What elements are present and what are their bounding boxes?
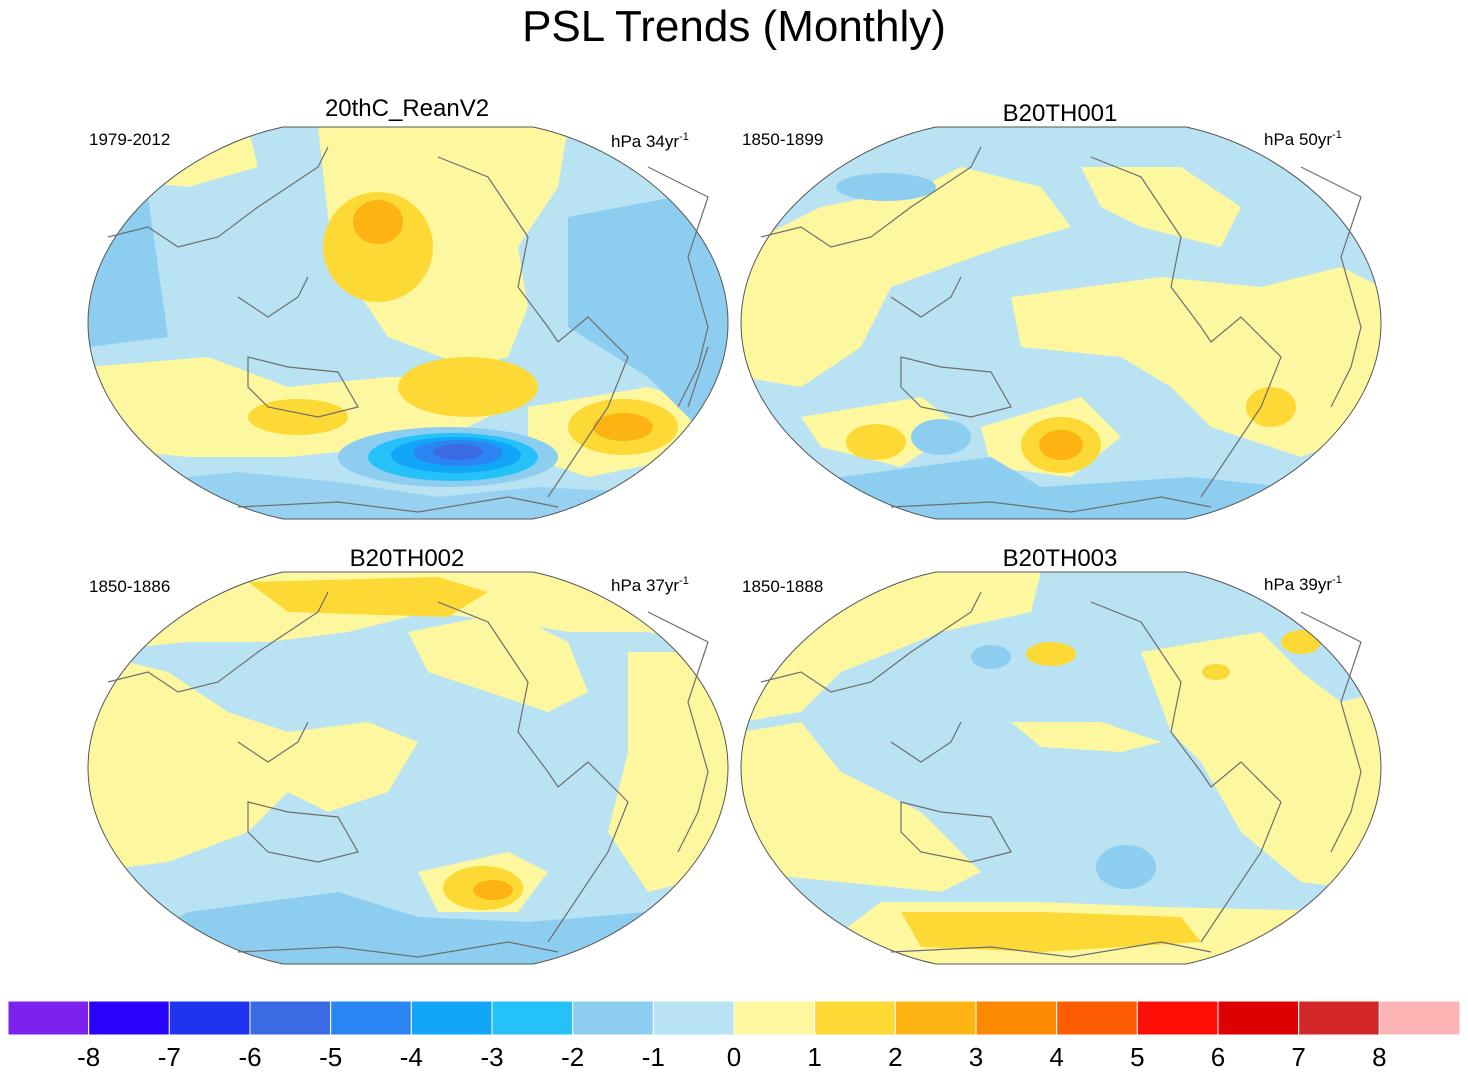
colorbar-tick-label: -6 [238, 1042, 261, 1072]
colorbar-box [652, 1000, 735, 1036]
colorbar-box [168, 1000, 251, 1036]
chart-title: PSL Trends (Monthly) [522, 2, 946, 51]
panel-3-map [87, 571, 729, 965]
panel-1-units: hPa 34yr-1 [611, 131, 689, 151]
panel-4-title: B20TH003 [1002, 545, 1118, 572]
colorbar-box [1056, 1000, 1138, 1036]
colorbar-box [894, 1000, 977, 1036]
panel-3-period: 1850-1886 [89, 577, 171, 596]
colorbar-box [733, 1000, 816, 1036]
colorbar-box [88, 1000, 170, 1036]
panel-4-map [740, 571, 1382, 965]
panel-2-title: B20TH001 [1002, 100, 1118, 127]
colorbar-tick-label: 0 [727, 1042, 741, 1072]
colorbar-tick-label: 2 [888, 1042, 902, 1072]
panel-2-period: 1850-1899 [742, 130, 824, 149]
panel-1-title: 20thC_ReanV2 [324, 95, 490, 122]
colorbar-box [491, 1000, 574, 1036]
colorbar-box [1217, 1000, 1300, 1036]
colorbar-tick-label: 5 [1130, 1042, 1144, 1072]
panel-2-map [740, 126, 1382, 520]
colorbar-tick-label: 6 [1211, 1042, 1225, 1072]
panel-4-units: hPa 39yr-1 [1264, 574, 1342, 594]
colorbar-tick-label: -8 [77, 1042, 100, 1072]
panel-1-map [87, 126, 729, 520]
colorbar-tick-label: -4 [400, 1042, 423, 1072]
panel-2-units: hPa 50yr-1 [1264, 129, 1342, 149]
colorbar-tick-label: -5 [319, 1042, 342, 1072]
colorbar-box [1298, 1000, 1380, 1036]
colorbar-box [410, 1000, 493, 1036]
panel-3-units: hPa 37yr-1 [611, 575, 689, 595]
colorbar-box [814, 1000, 896, 1036]
panel-3-title: B20TH002 [349, 545, 465, 572]
colorbar-box [330, 1000, 412, 1036]
colorbar-tick-label: 8 [1372, 1042, 1386, 1072]
panel-1-period: 1979-2012 [89, 130, 171, 149]
colorbar-tick-label: -3 [480, 1042, 503, 1072]
colorbar-tick-label: 4 [1049, 1042, 1063, 1072]
colorbar-box [572, 1000, 654, 1036]
colorbar-tick-label: -1 [642, 1042, 665, 1072]
colorbar-box [249, 1000, 332, 1036]
colorbar-tick-label: 3 [969, 1042, 983, 1072]
colorbar-box [975, 1000, 1058, 1036]
colorbar-tick-label: 7 [1291, 1042, 1305, 1072]
panel-4-period: 1850-1888 [742, 577, 824, 596]
colorbar-tick-label: -2 [561, 1042, 584, 1072]
colorbar-tick-label: -7 [158, 1042, 181, 1072]
colorbar-box [7, 1000, 90, 1036]
colorbar-tick-label: 1 [807, 1042, 821, 1072]
colorbar-box [1378, 1000, 1461, 1036]
colorbar-box [1136, 1000, 1219, 1036]
